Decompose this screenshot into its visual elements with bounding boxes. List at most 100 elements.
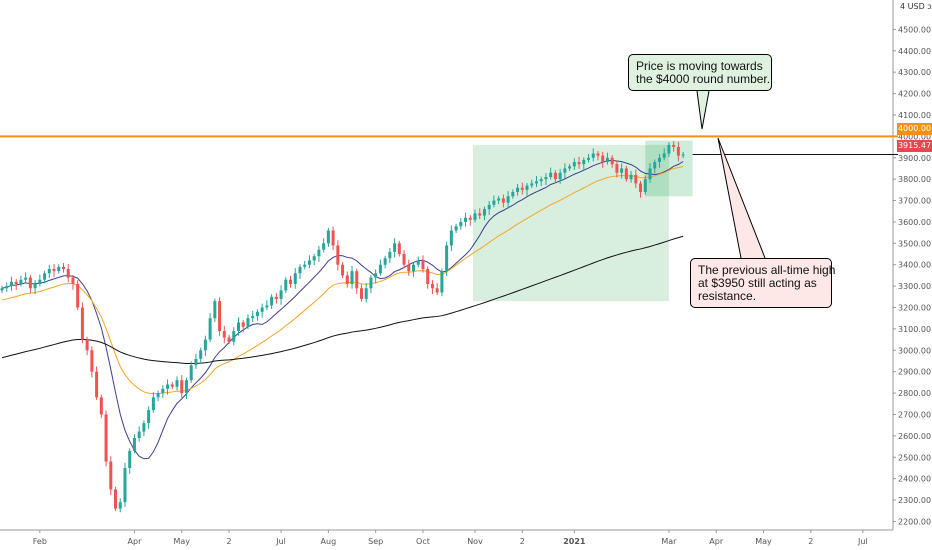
x-tick-label: 2 bbox=[808, 537, 813, 546]
candle-body bbox=[114, 489, 118, 509]
candle-body bbox=[24, 277, 28, 280]
candle-body bbox=[478, 213, 482, 216]
candle-body bbox=[421, 260, 425, 269]
annotation-callout-price-target[interactable]: Price is moving towards the $4000 round … bbox=[628, 54, 772, 91]
y-tick-label: 2900.00 bbox=[898, 368, 931, 377]
y-tick-label: 3400.00 bbox=[898, 261, 931, 270]
candle-body bbox=[601, 155, 605, 163]
candle-body bbox=[454, 226, 458, 231]
y-tick-label: 3100.00 bbox=[898, 325, 931, 334]
candle-body bbox=[464, 217, 468, 222]
candle-body bbox=[553, 172, 557, 180]
candle-body bbox=[624, 168, 628, 180]
candle-body bbox=[312, 256, 316, 261]
x-tick-label: Mar bbox=[661, 537, 677, 546]
candle-body bbox=[307, 260, 311, 265]
candle-body bbox=[303, 264, 307, 267]
x-tick-label: Jul bbox=[857, 537, 868, 546]
candle-body bbox=[568, 166, 572, 169]
candle-body bbox=[38, 279, 42, 284]
candle-body bbox=[672, 144, 676, 148]
candle-body bbox=[76, 283, 80, 308]
y-tick-label: 2700.00 bbox=[898, 410, 931, 419]
candle-body bbox=[634, 174, 638, 184]
x-tick-label: Nov bbox=[467, 537, 483, 546]
candle-body bbox=[109, 461, 113, 490]
candle-body bbox=[5, 286, 9, 289]
candle-body bbox=[147, 410, 151, 424]
candle-body bbox=[591, 153, 595, 158]
candle-body bbox=[203, 339, 207, 351]
candle-body bbox=[497, 198, 501, 201]
candle-body bbox=[199, 350, 203, 359]
candle-body bbox=[544, 177, 548, 180]
candle-body bbox=[639, 183, 643, 192]
candle-body bbox=[298, 266, 302, 274]
resistance-price-tag: 4000.00 bbox=[897, 123, 932, 135]
candle-body bbox=[137, 431, 141, 439]
candle-body bbox=[657, 157, 661, 163]
candle-body bbox=[95, 371, 99, 398]
candle-body bbox=[61, 266, 65, 269]
candle-body bbox=[653, 162, 657, 169]
candle-body bbox=[610, 157, 614, 165]
candle-body bbox=[241, 322, 245, 327]
moving-average-medium bbox=[1, 166, 684, 395]
candle-body bbox=[0, 288, 4, 291]
candle-body bbox=[506, 196, 510, 203]
candle-body bbox=[52, 269, 56, 272]
candle-body bbox=[166, 384, 170, 389]
x-tick-label: Apr bbox=[709, 537, 724, 546]
annotation-callout-resistance[interactable]: The previous all-time high at $3950 stil… bbox=[690, 258, 835, 308]
candle-body bbox=[397, 243, 401, 255]
y-tick-label: 2500.00 bbox=[898, 453, 931, 462]
y-tick-label: 2300.00 bbox=[898, 496, 931, 505]
candle-body bbox=[123, 467, 127, 503]
candle-body bbox=[643, 179, 647, 192]
candle-body bbox=[237, 322, 240, 332]
candle-body bbox=[445, 245, 449, 272]
y-tick-label: 2800.00 bbox=[898, 389, 931, 398]
x-tick-label: 2021 bbox=[563, 537, 586, 546]
y-tick-label: 4500.00 bbox=[898, 25, 931, 34]
candle-body bbox=[104, 414, 108, 462]
candle-body bbox=[189, 365, 193, 381]
candle-body bbox=[430, 283, 434, 289]
candle-body bbox=[90, 350, 94, 372]
callout-line: Price is moving towards bbox=[636, 59, 763, 73]
candle-body bbox=[142, 423, 146, 432]
candle-body bbox=[426, 269, 430, 284]
candle-body bbox=[317, 249, 321, 257]
candle-body bbox=[232, 331, 236, 342]
callout-line: at $3950 still acting as bbox=[698, 276, 817, 290]
candle-body bbox=[374, 273, 378, 278]
candle-body bbox=[345, 275, 349, 284]
currency-label[interactable]: 4 USD ɔ bbox=[900, 2, 932, 11]
candle-body bbox=[99, 397, 103, 415]
candle-body bbox=[218, 301, 222, 332]
candle-body bbox=[667, 144, 671, 154]
candle-body bbox=[435, 288, 439, 293]
y-tick-label: 4200.00 bbox=[898, 90, 931, 99]
candle-body bbox=[615, 164, 619, 173]
y-tick-label: 4300.00 bbox=[898, 68, 931, 77]
candle-body bbox=[336, 245, 340, 265]
candle-body bbox=[9, 281, 13, 287]
candle-body bbox=[629, 174, 633, 180]
x-tick-label: May bbox=[755, 537, 772, 546]
candle-body bbox=[184, 380, 188, 394]
candle-body bbox=[487, 204, 491, 210]
candle-body bbox=[492, 200, 496, 205]
candle-body bbox=[572, 162, 576, 167]
candle-body bbox=[128, 450, 132, 468]
x-tick-label: Feb bbox=[33, 537, 47, 546]
x-tick-label: 2 bbox=[226, 537, 231, 546]
callout-line: resistance. bbox=[698, 289, 757, 303]
candle-body bbox=[322, 243, 326, 250]
candle-body bbox=[118, 502, 122, 509]
candle-body bbox=[341, 264, 345, 276]
candle-body bbox=[33, 283, 37, 289]
candle-body bbox=[14, 281, 18, 284]
candle-body bbox=[274, 296, 278, 299]
